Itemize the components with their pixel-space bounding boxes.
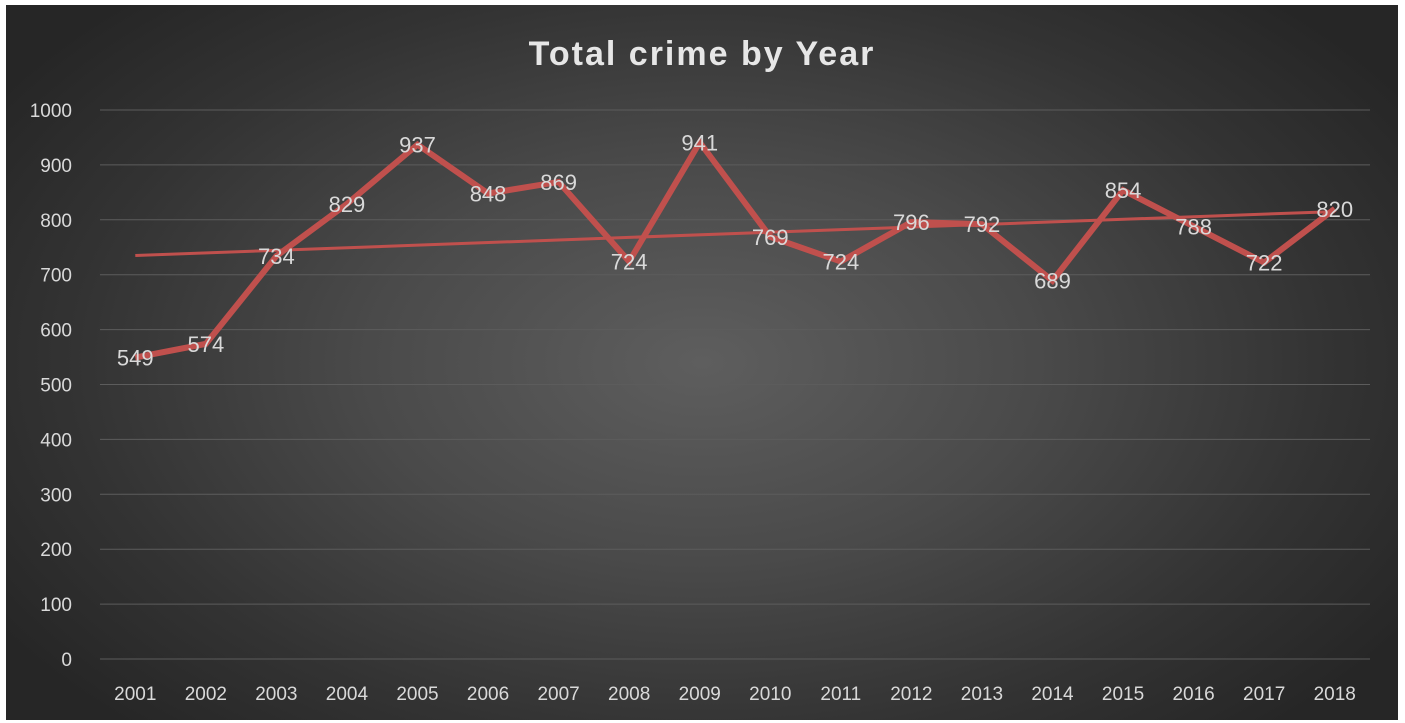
data-label: 769 [752, 225, 789, 250]
data-label: 689 [1034, 269, 1071, 294]
data-label: 869 [540, 170, 577, 195]
x-tick-label: 2011 [820, 684, 861, 705]
y-tick-label: 600 [40, 321, 72, 342]
y-tick-label: 400 [40, 430, 72, 451]
y-tick-label: 700 [40, 266, 72, 287]
data-label: 941 [681, 130, 718, 155]
data-labels: 549 574 734 829 937 848 869 724 941 769 724 796 792 6… [117, 130, 1353, 370]
x-tick-label: 2007 [537, 684, 579, 705]
data-label: 788 [1175, 214, 1212, 239]
data-label: 574 [187, 332, 224, 357]
x-tick-label: 2012 [890, 684, 932, 705]
x-tick-label: 2017 [1243, 684, 1285, 705]
x-tick-label: 2005 [396, 684, 438, 705]
chart-title: Total crime by Year [529, 35, 876, 73]
chart-frame: Total crime by Year 0 100 200 300 400 500 600 7… [6, 5, 1398, 720]
data-label: 734 [258, 244, 295, 269]
x-tick-label: 2009 [679, 684, 721, 705]
y-tick-label: 200 [40, 540, 72, 561]
x-tick-label: 2002 [185, 684, 227, 705]
x-tick-label: 2001 [114, 684, 156, 705]
data-label: 829 [329, 192, 366, 217]
data-label: 724 [822, 250, 859, 275]
data-label: 796 [893, 210, 930, 235]
x-tick-label: 2016 [1172, 684, 1214, 705]
data-label: 854 [1105, 178, 1142, 203]
data-label: 937 [399, 133, 436, 158]
gridlines [100, 109, 1370, 660]
trendline [135, 210, 1335, 257]
x-tick-label: 2018 [1314, 684, 1356, 705]
data-label: 724 [611, 250, 648, 275]
x-tick-label: 2008 [608, 684, 650, 705]
x-tick-label: 2013 [961, 684, 1003, 705]
line-chart: Total crime by Year 0 100 200 300 400 500 600 7… [30, 35, 1370, 705]
series-line [134, 136, 1337, 361]
trendline-layer [135, 210, 1335, 257]
y-tick-label: 300 [40, 485, 72, 506]
x-tick-label: 2015 [1102, 684, 1144, 705]
x-tick-label: 2006 [467, 684, 509, 705]
data-label: 549 [117, 346, 154, 371]
x-tick-label: 2014 [1031, 684, 1074, 705]
data-label: 848 [470, 181, 507, 206]
y-tick-label: 0 [61, 650, 72, 671]
data-label: 820 [1316, 197, 1353, 222]
data-label: 792 [964, 212, 1001, 237]
y-tick-label: 500 [40, 376, 72, 397]
series-layer [134, 136, 1337, 361]
y-tick-label: 800 [40, 211, 72, 232]
data-label: 722 [1246, 251, 1283, 276]
x-tick-label: 2004 [326, 684, 369, 705]
y-tick-label: 900 [40, 156, 72, 177]
y-axis-ticks: 0 100 200 300 400 500 600 700 800 900 1000 [30, 101, 72, 671]
y-tick-label: 1000 [30, 101, 72, 122]
x-axis-ticks: 2001 2002 2003 2004 2005 2006 2007 2008 2009 2010… [114, 684, 1356, 705]
y-tick-label: 100 [40, 595, 72, 616]
x-tick-label: 2010 [749, 684, 791, 705]
x-tick-label: 2003 [255, 684, 297, 705]
